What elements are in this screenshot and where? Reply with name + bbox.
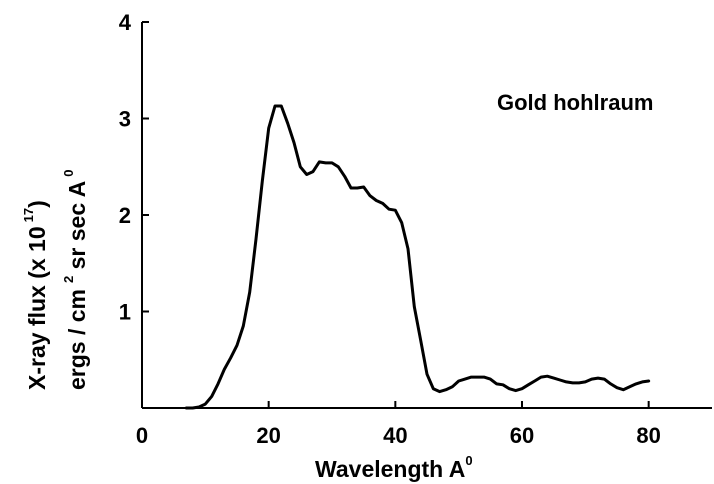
y-axis-title-line2-sup1: 2 xyxy=(61,276,76,283)
y-tick-label: 2 xyxy=(119,203,131,228)
x-ticks: 0 20 40 60 80 xyxy=(136,401,661,448)
x-tick-label: 20 xyxy=(256,423,280,448)
y-ticks: 1 2 3 4 xyxy=(119,10,149,325)
y-axis-title-line2-sup2: 0 xyxy=(61,169,76,176)
x-tick-label: 60 xyxy=(510,423,534,448)
x-axis-title-sup: 0 xyxy=(465,453,472,468)
x-tick-label: 0 xyxy=(136,423,148,448)
y-axis-title-line1-end: ) xyxy=(24,200,50,208)
x-axis-title: Wavelength A0 xyxy=(315,453,473,482)
y-axis-title-line2: ergs / cm 2 sr sec A 0 xyxy=(61,169,90,390)
y-axis-title-line2-b: sr sec A xyxy=(64,181,90,276)
y-axis-title: X-ray flux (x 10 17) ergs / cm 2 sr sec A 0 xyxy=(21,169,90,390)
y-axis-title-line2-a: ergs / cm xyxy=(64,289,90,390)
y-tick-label: 1 xyxy=(119,300,131,325)
x-tick-label: 80 xyxy=(636,423,660,448)
y-tick-label: 4 xyxy=(119,10,132,35)
plot-frame xyxy=(141,22,712,409)
y-axis-title-line1-sup: 17 xyxy=(21,208,36,222)
series-line xyxy=(184,104,651,410)
y-axis-title-line1: X-ray flux (x 10 17) xyxy=(21,200,50,390)
y-axis-title-line1-main: X-ray flux (x 10 xyxy=(24,226,50,390)
x-tick-label: 40 xyxy=(383,423,407,448)
annotation-gold-hohlraum: Gold hohlraum xyxy=(497,90,653,115)
x-axis-title-main: Wavelength A xyxy=(315,456,465,482)
y-tick-label: 3 xyxy=(119,107,131,132)
